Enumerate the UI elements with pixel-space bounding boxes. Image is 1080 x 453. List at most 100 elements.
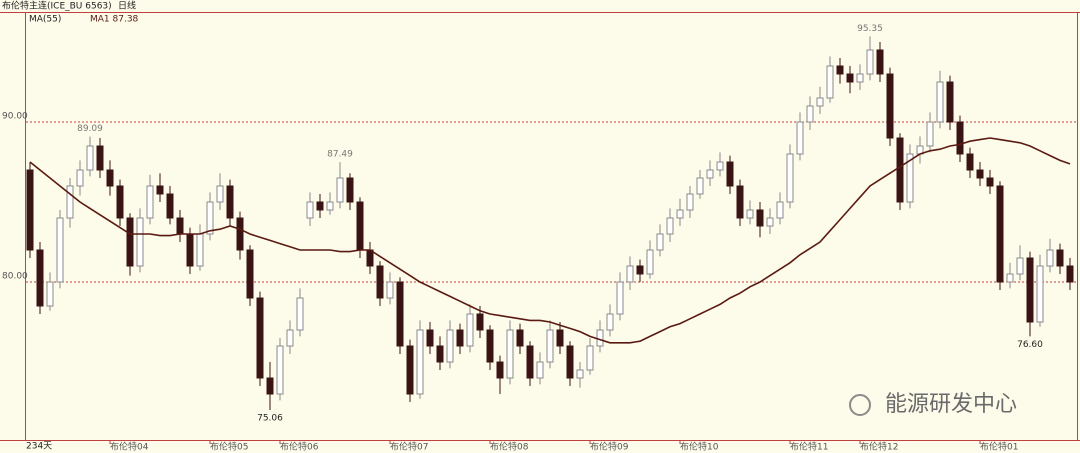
candle-body [466,313,474,347]
candle-body [196,233,204,267]
candle-body [796,121,804,155]
candle-body [656,233,664,251]
candle-body [836,65,844,75]
candle-body [126,217,134,267]
candle-body [826,65,834,99]
candle-body [566,345,574,379]
candle-body [956,121,964,155]
candle-body [46,281,54,307]
candle-body [416,329,424,395]
candle-body [606,313,614,331]
candle-body [716,161,724,171]
candle-body [866,49,874,75]
candle-body [616,281,624,315]
candle-body [516,329,524,347]
candle-body [366,249,374,267]
candle-body [66,185,74,219]
candle-body [96,145,104,171]
candle-body [266,377,274,395]
candle-body [746,209,754,219]
candle-body [306,201,314,219]
period[interactable]: 日线 [118,0,136,12]
candle-body [36,249,44,307]
candle-body [496,361,504,379]
candle-body [946,81,954,123]
candle-body [766,217,774,227]
candle-body [876,49,884,75]
x-tick-label: 布伦特09 [590,441,629,453]
candle-body [336,177,344,203]
candle-body [216,185,224,203]
candle-body [626,265,634,283]
candle-body [966,153,974,171]
candle-body [106,169,114,187]
candle-body [406,345,414,395]
x-tick-label: 布伦特05 [210,441,248,453]
x-tick-label: 布伦特07 [390,441,428,453]
candle-body [316,201,324,211]
candle-body [476,313,484,331]
candle-body [376,265,384,299]
candle-body [356,201,364,251]
candle-body [156,185,164,195]
x-tick-label: 布伦特06 [280,441,319,453]
candle-body [896,137,904,203]
candle-body [596,329,604,347]
candle-body [446,329,454,363]
annotation: 89.09 [77,124,103,134]
candle-body [1046,249,1054,267]
candle-body [996,185,1004,283]
candle-body [1006,273,1014,283]
x-tick-label: 布伦特10 [680,441,719,453]
candle-body [26,169,34,251]
candle-body [786,153,794,203]
candle-body [726,161,734,187]
watermark: 能源研发中心 [885,392,1017,417]
candle-body [666,217,674,235]
candle-body [1016,257,1024,275]
legend-entry: MA1 87.38 [90,15,139,25]
candle-body [816,97,824,107]
candle-body [326,201,334,211]
candle-body [186,233,194,267]
candle-body [676,209,684,219]
candle-body [976,169,984,179]
ma-line [29,137,1071,344]
candle-body [166,193,174,219]
candle-body [646,249,654,275]
candle-body [456,329,464,347]
annotation: 87.49 [327,150,353,160]
candle-body [686,193,694,211]
candle-body [906,153,914,203]
annotation: 95.35 [857,24,883,34]
day-count: 234天 [26,442,52,452]
candle-body [296,297,304,331]
candle-body [706,169,714,179]
candle-body [846,73,854,83]
candle-body [236,217,244,251]
candle-body [556,329,564,347]
chart-title: 布伦特主连(ICE_BU 6563) [2,0,112,12]
candle-body [86,145,94,171]
candle-body [936,81,944,123]
candle-body [226,185,234,219]
candle-body [386,281,394,299]
candle-body [256,297,264,379]
candle-body [1036,265,1044,323]
candle-body [396,281,404,347]
candle-body [986,177,994,187]
candle-body [206,201,214,235]
x-tick-label: 布伦特08 [490,441,529,453]
annotation: 76.60 [1017,340,1043,350]
candle-body [856,73,864,83]
candle-body [536,361,544,379]
candle-body [426,329,434,347]
candle-body [56,217,64,283]
candle-body [146,185,154,219]
indicator[interactable]: MA(55) [29,15,61,25]
candle-body [1056,249,1064,267]
candle-body [346,177,354,203]
candle-body [926,121,934,147]
